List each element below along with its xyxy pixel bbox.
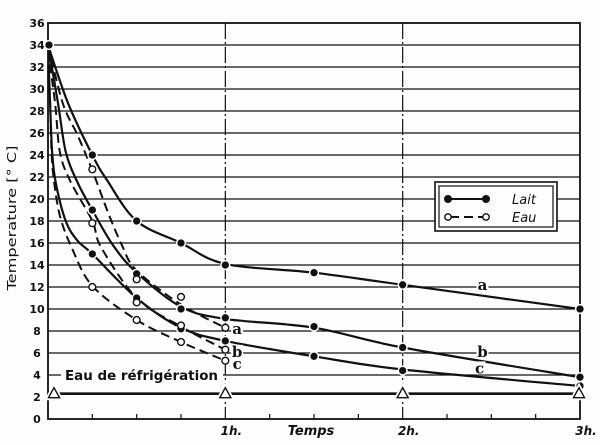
- marker-filled-circle: [43, 39, 55, 51]
- x-tick-label: 1h.: [221, 424, 242, 438]
- y-tick-label: 20: [29, 193, 45, 206]
- marker-filled-circle: [87, 204, 98, 216]
- marker-filled-circle: [574, 372, 586, 383]
- legend-marker-open: [444, 213, 452, 221]
- legend: Lait Eau: [434, 181, 558, 232]
- curve-label-background: [476, 344, 489, 358]
- marker-open-circle: [221, 356, 230, 365]
- marker-open-circle: [132, 275, 141, 284]
- y-tick-label: 18: [29, 215, 44, 228]
- x-axis-label: Temps: [288, 424, 335, 439]
- curve-label-background: [473, 361, 486, 375]
- marker-filled-circle: [220, 259, 231, 271]
- marker-filled-circle: [574, 303, 586, 315]
- y-tick-label: 36: [29, 17, 45, 30]
- reference-label-background: [61, 364, 223, 383]
- curve-label-background: [476, 277, 489, 291]
- curve-label: b: [232, 343, 243, 361]
- marker-filled-circle: [308, 321, 320, 332]
- marker-open-circle: [88, 219, 97, 228]
- curve-label: c: [233, 355, 242, 373]
- gridlines: [48, 23, 580, 419]
- curve-label-background: [231, 321, 244, 335]
- marker-filled-circle: [220, 312, 231, 323]
- curve-eau-c: [48, 55, 226, 362]
- y-tick-label: 14: [29, 259, 45, 272]
- marker-filled-circle: [87, 248, 98, 260]
- marker-open-circle: [132, 315, 141, 325]
- curve-label: a: [232, 320, 242, 338]
- marker-filled-circle: [397, 342, 408, 353]
- legend-marker-filled: [482, 195, 490, 203]
- marker-open-circle: [88, 282, 97, 292]
- y-tick-label: 30: [29, 83, 45, 96]
- data-markers: [43, 39, 589, 401]
- marker-filled-circle: [131, 215, 142, 227]
- triangle-marker: [395, 386, 410, 399]
- marker-filled-circle: [175, 237, 187, 249]
- y-axis-label: Temperature [° C]: [5, 146, 19, 292]
- curve-label-background: [231, 357, 244, 370]
- curve-label-background: [231, 344, 244, 358]
- marker-filled-circle: [87, 149, 98, 161]
- y-tick-label: 24: [29, 149, 45, 162]
- legend-box-inner: [438, 185, 554, 228]
- x-tick-label: 2h.: [398, 424, 419, 438]
- marker-open-circle: [132, 298, 141, 307]
- y-tick-label: 8: [33, 325, 41, 338]
- y-tick-label: 6: [33, 347, 41, 360]
- reference-line-label: Eau de réfrigération: [65, 369, 218, 384]
- marker-filled-circle: [397, 365, 408, 376]
- legend-label-eau: Eau: [512, 211, 536, 226]
- marker-open-circle: [176, 337, 186, 347]
- marker-open-circle: [221, 323, 230, 332]
- marker-filled-circle: [220, 335, 231, 347]
- y-tick-label: 0: [33, 413, 41, 426]
- x-tick-label: 3h.: [575, 424, 596, 438]
- marker-filled-circle: [308, 351, 320, 362]
- curve-eau-a: [48, 44, 226, 329]
- legend-marker-open: [482, 213, 490, 221]
- y-tick-label: 22: [29, 171, 44, 184]
- y-tick-label: 2: [33, 391, 41, 404]
- marker-filled-circle: [175, 303, 187, 315]
- y-tick-label: 26: [29, 127, 45, 140]
- y-tick-label: 16: [29, 237, 45, 250]
- curve-label: c: [475, 359, 484, 377]
- triangle-marker: [47, 386, 61, 399]
- curve-label: b: [477, 343, 488, 361]
- marker-open-circle: [176, 321, 186, 330]
- marker-open-circle: [221, 345, 230, 354]
- y-tick-label: 34: [29, 39, 45, 52]
- triangle-marker: [572, 386, 586, 399]
- marker-filled-circle: [308, 267, 320, 278]
- marker-open-circle: [176, 292, 186, 302]
- legend-marker-filled: [444, 195, 452, 203]
- y-tick-label: 10: [29, 303, 45, 316]
- triangle-marker: [218, 386, 233, 399]
- legend-label-lait: Lait: [512, 193, 537, 208]
- curve-label: a: [478, 276, 488, 294]
- y-tick-label: 32: [29, 61, 44, 74]
- marker-open-circle: [88, 165, 97, 174]
- y-tick-label: 28: [29, 105, 44, 118]
- y-tick-label: 4: [33, 369, 41, 382]
- marker-filled-circle: [397, 279, 408, 290]
- y-tick-label: 12: [29, 281, 44, 294]
